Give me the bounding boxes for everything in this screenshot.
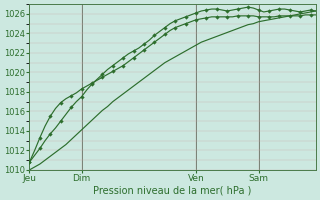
X-axis label: Pression niveau de la mer( hPa ): Pression niveau de la mer( hPa ) — [93, 186, 252, 196]
